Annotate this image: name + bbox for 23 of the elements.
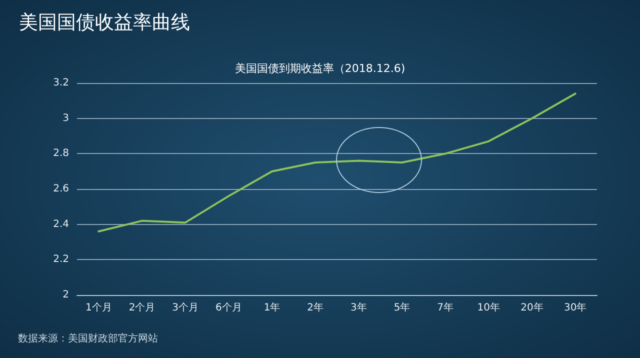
y-tick-label: 2.6: [53, 184, 69, 194]
y-tick-label: 2.2: [53, 254, 69, 266]
x-tick-label: 1年: [264, 302, 280, 314]
x-tick-label: 20年: [520, 302, 544, 314]
x-tick-label: 3个月: [172, 302, 199, 314]
source-note: 数据来源：美国财政部官方网站: [18, 332, 158, 344]
chart-title: 美国国债收益率曲线: [19, 12, 190, 34]
y-tick-label: 2.8: [53, 148, 69, 160]
x-tick-label: 5年: [394, 302, 410, 314]
x-tick-label: 2年: [307, 302, 324, 314]
line-series: [98, 92, 576, 232]
chart-subtitle: 美国国债到期收益率（2018.12.6): [234, 62, 406, 75]
x-tick-label: 3年: [350, 302, 367, 314]
y-tick-label: 2.4: [53, 218, 69, 230]
y-tick-label: 3: [62, 112, 69, 124]
y-tick-label: 3.2: [53, 78, 69, 88]
x-tick-label: 6个月: [215, 302, 242, 314]
x-tick-label: 1个月: [85, 302, 112, 314]
x-tick-label: 7年: [437, 302, 454, 314]
x-tick-label: 10年: [477, 302, 500, 314]
x-tick-label: 30年: [564, 302, 587, 314]
y-tick-label: 2: [62, 290, 69, 300]
x-tick-label: 2个月: [128, 302, 156, 314]
